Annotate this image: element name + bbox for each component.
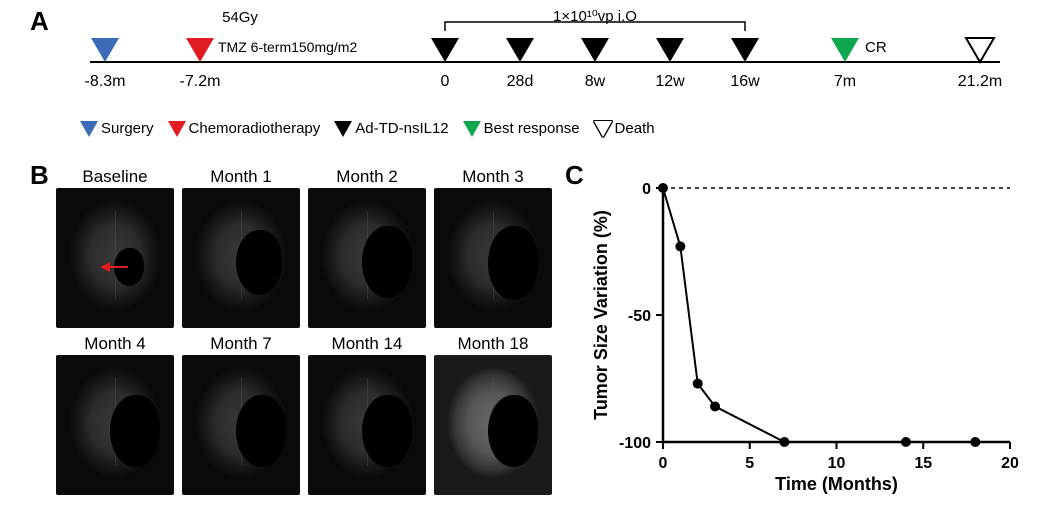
mri-image bbox=[182, 188, 300, 328]
mri-image bbox=[182, 355, 300, 495]
mri-cell: Month 14 bbox=[307, 334, 427, 495]
mri-label: Month 1 bbox=[210, 167, 271, 187]
mri-cell: Month 1 bbox=[181, 167, 301, 328]
panel-b: Baseline Month 1 Month 2 Month 3 Month 4 Mont… bbox=[30, 165, 540, 495]
mri-cell: Month 2 bbox=[307, 167, 427, 328]
mri-image bbox=[56, 355, 174, 495]
panel-a: 1×10¹⁰vp i.O 54Gy -8.3m -7.2m TMZ 6-term150m… bbox=[30, 10, 1020, 160]
svg-text:-7.2m: -7.2m bbox=[180, 73, 221, 90]
svg-text:5: 5 bbox=[745, 455, 754, 472]
mri-label: Month 2 bbox=[336, 167, 397, 187]
svg-text:21.2m: 21.2m bbox=[958, 73, 1002, 90]
svg-text:15: 15 bbox=[914, 455, 932, 472]
mri-label: Month 7 bbox=[210, 334, 271, 354]
mri-label: Month 3 bbox=[462, 167, 523, 187]
svg-text:12w: 12w bbox=[655, 73, 685, 90]
legend-item: Ad-TD-nsIL12 bbox=[334, 120, 448, 137]
mri-image bbox=[434, 188, 552, 328]
tumor-arrow bbox=[100, 260, 130, 279]
mri-cell: Month 4 bbox=[55, 334, 175, 495]
mri-cell: Month 18 bbox=[433, 334, 553, 495]
svg-text:-8.3m: -8.3m bbox=[85, 73, 126, 90]
legend-item: Death bbox=[594, 120, 655, 137]
svg-text:0: 0 bbox=[441, 73, 450, 90]
svg-text:54Gy: 54Gy bbox=[222, 10, 258, 26]
timeline: 1×10¹⁰vp i.O 54Gy -8.3m -7.2m TMZ 6-term150m… bbox=[70, 10, 1020, 115]
mri-image bbox=[308, 355, 426, 495]
svg-text:-100: -100 bbox=[619, 435, 651, 452]
svg-text:CR: CR bbox=[865, 39, 887, 56]
mri-image bbox=[308, 188, 426, 328]
mri-image bbox=[434, 355, 552, 495]
mri-cell: Baseline bbox=[55, 167, 175, 328]
svg-text:28d: 28d bbox=[507, 73, 534, 90]
legend-item: Chemoradiotherapy bbox=[168, 120, 321, 137]
svg-text:20: 20 bbox=[1001, 455, 1019, 472]
mri-label: Month 4 bbox=[84, 334, 145, 354]
legend-item: Best response bbox=[463, 120, 580, 137]
mri-grid: Baseline Month 1 Month 2 Month 3 Month 4 Mont… bbox=[55, 167, 540, 495]
svg-text:Tumor Size Variation (%): Tumor Size Variation (%) bbox=[591, 210, 611, 420]
panel-a-legend: Surgery Chemoradiotherapy Ad-TD-nsIL12 Best… bbox=[80, 120, 655, 137]
svg-text:1×10¹⁰vp i.O: 1×10¹⁰vp i.O bbox=[553, 10, 637, 25]
svg-text:8w: 8w bbox=[585, 73, 606, 90]
mri-cell: Month 7 bbox=[181, 334, 301, 495]
mri-label: Month 18 bbox=[458, 334, 529, 354]
mri-label: Month 14 bbox=[332, 334, 403, 354]
tumor-chart: -100 -50 0 0 5 10 15 20 Time (Months) Tumor Size … bbox=[585, 170, 1025, 500]
mri-label: Baseline bbox=[82, 167, 147, 187]
svg-text:10: 10 bbox=[828, 455, 846, 472]
svg-text:TMZ 6-term150mg/m2: TMZ 6-term150mg/m2 bbox=[218, 39, 357, 55]
legend-item: Surgery bbox=[80, 120, 154, 137]
svg-text:0: 0 bbox=[659, 455, 668, 472]
mri-image bbox=[56, 188, 174, 328]
svg-text:16w: 16w bbox=[730, 73, 760, 90]
mri-cell: Month 3 bbox=[433, 167, 553, 328]
svg-text:0: 0 bbox=[642, 181, 651, 198]
svg-text:-50: -50 bbox=[628, 308, 651, 325]
panel-c: -100 -50 0 0 5 10 15 20 Time (Months) Tumor Size … bbox=[560, 165, 1020, 495]
svg-text:Time (Months): Time (Months) bbox=[775, 474, 898, 494]
svg-text:7m: 7m bbox=[834, 73, 856, 90]
